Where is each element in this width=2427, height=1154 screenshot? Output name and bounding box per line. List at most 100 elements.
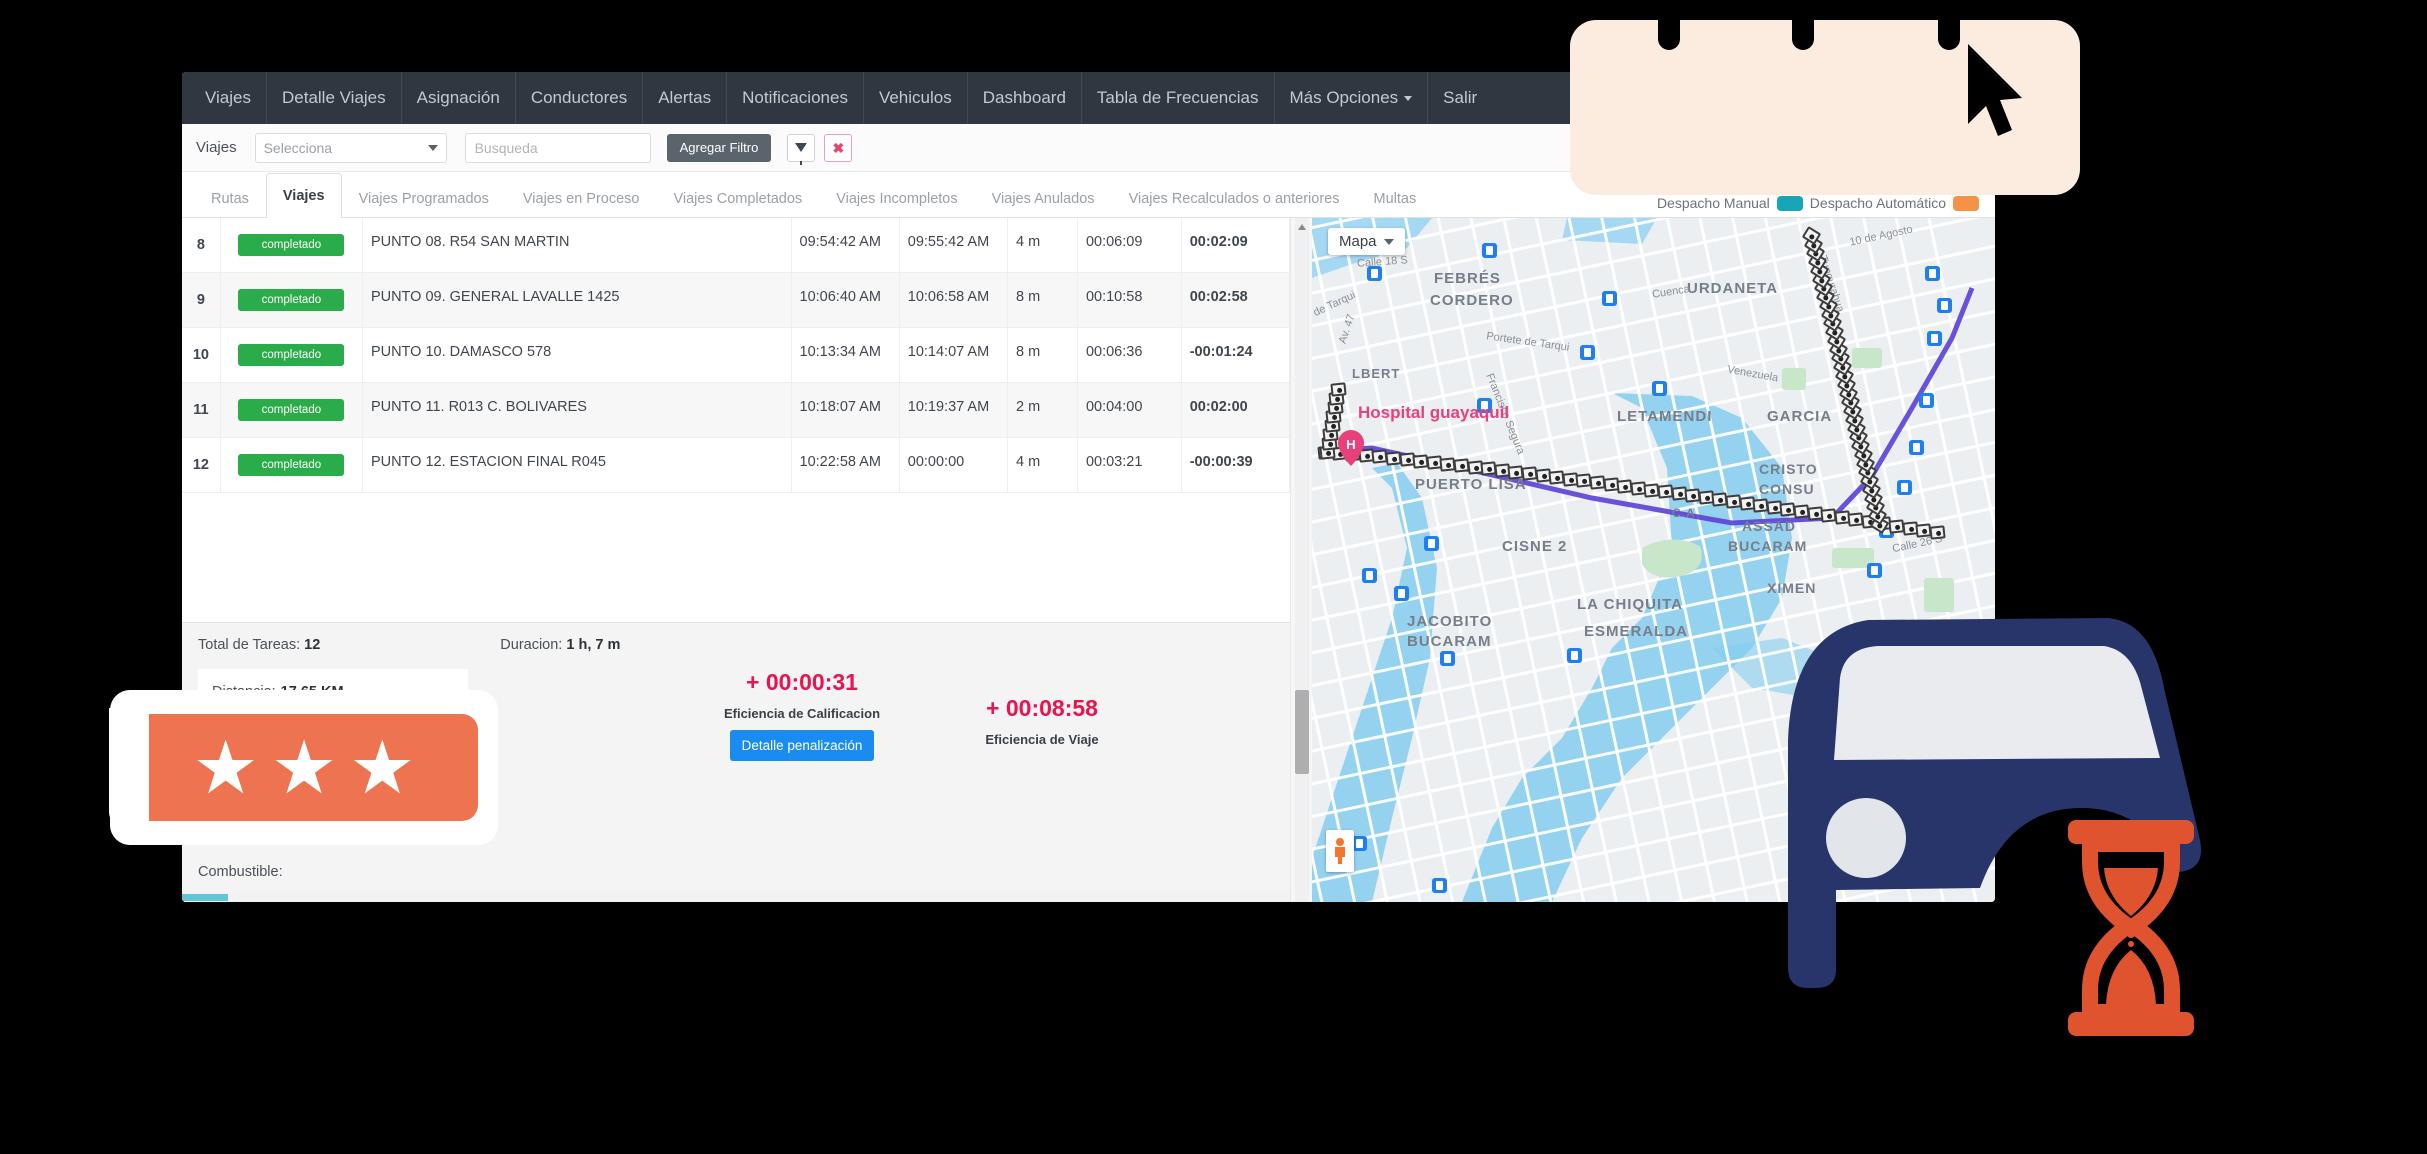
tab-viajes[interactable]: Viajes bbox=[265, 173, 342, 218]
horizontal-scrollbar-thumb[interactable] bbox=[182, 894, 228, 901]
filter-select[interactable]: Selecciona bbox=[254, 132, 447, 163]
table-row[interactable]: 12 completado PUNTO 12. ESTACION FINAL R04… bbox=[182, 437, 1290, 493]
bus-stop-marker-icon[interactable] bbox=[1927, 331, 1942, 346]
rating-efficiency-block: + 00:00:31 Eficiencia de Calificacion De… bbox=[682, 669, 922, 807]
row-minutes: 8 m bbox=[1007, 327, 1078, 383]
nav-item-notificaciones[interactable]: Notificaciones bbox=[726, 72, 863, 124]
bus-vehicle-icon[interactable] bbox=[1329, 382, 1347, 397]
tab-viajes-incompletos[interactable]: Viajes Incompletos bbox=[836, 190, 958, 207]
apply-filter-button[interactable] bbox=[787, 133, 816, 165]
row-index: 9 bbox=[182, 272, 221, 328]
tab-viajes-completados[interactable]: Viajes Completados bbox=[673, 190, 803, 207]
bus-stop-marker-icon[interactable] bbox=[1567, 648, 1582, 663]
table-row[interactable]: 11 completado PUNTO 11. R013 C. BOLIVARES 1… bbox=[182, 382, 1290, 438]
nav-label: Vehiculos bbox=[878, 88, 952, 107]
row-time-departure: 10:06:58 AM bbox=[899, 272, 1009, 328]
bus-stop-marker-icon[interactable] bbox=[1937, 298, 1952, 313]
trips-table-scroll[interactable]: 8 completado PUNTO 08. R54 SAN MARTIN 09:54… bbox=[182, 218, 1290, 622]
vertical-scrollbar[interactable] bbox=[1290, 218, 1312, 902]
total-tasks-value: 12 bbox=[304, 637, 321, 653]
bus-stop-marker-icon[interactable] bbox=[1867, 563, 1882, 578]
nav-item-salir[interactable]: Salir bbox=[1427, 72, 1492, 124]
search-input[interactable]: Busqueda bbox=[464, 132, 651, 163]
rating-efficiency-value: + 00:00:31 bbox=[746, 669, 858, 695]
bus-stop-marker-icon[interactable] bbox=[1424, 536, 1439, 551]
vertical-scrollbar-track[interactable] bbox=[1295, 218, 1309, 902]
bus-stop-marker-icon[interactable] bbox=[1432, 878, 1447, 893]
nav-item-dashboard[interactable]: Dashboard bbox=[966, 72, 1081, 124]
nav-label: Tabla de Frecuencias bbox=[1096, 88, 1259, 107]
tab-viajes-en-proceso[interactable]: Viajes en Proceso bbox=[522, 190, 640, 207]
chevron-down-icon bbox=[427, 144, 438, 151]
nav-item-asignacion[interactable]: Asignación bbox=[400, 72, 515, 124]
add-filter-button[interactable]: Agregar Filtro bbox=[666, 133, 772, 162]
tab-multas[interactable]: Multas bbox=[1373, 190, 1417, 207]
bus-stop-marker-icon[interactable] bbox=[1580, 345, 1595, 360]
row-status-cell: completado bbox=[220, 327, 363, 383]
bus-stop-marker-icon[interactable] bbox=[1352, 836, 1367, 851]
bus-stop-marker-icon[interactable] bbox=[1652, 381, 1667, 396]
legend-manual-swatch bbox=[1776, 195, 1803, 211]
duration-value: 1 h, 7 m bbox=[566, 637, 621, 653]
bus-stop-marker-icon[interactable] bbox=[1367, 266, 1382, 281]
bus-stop-marker-icon[interactable] bbox=[1362, 568, 1377, 583]
row-time-departure: 10:19:37 AM bbox=[899, 382, 1009, 438]
hospital-pin-icon: H bbox=[1338, 430, 1364, 471]
rating-badge: ★ ★ ★ bbox=[109, 690, 498, 845]
bus-stop-marker-icon[interactable] bbox=[1477, 398, 1492, 413]
cursor-arrow-icon bbox=[1960, 40, 2030, 155]
nav-item-vehiculos[interactable]: Vehiculos bbox=[862, 72, 967, 124]
nav-item-conductores[interactable]: Conductores bbox=[514, 72, 642, 124]
row-point-name: PUNTO 10. DAMASCO 578 bbox=[362, 327, 792, 383]
vertical-scrollbar-thumb[interactable] bbox=[1295, 690, 1309, 774]
bus-stop-marker-icon[interactable] bbox=[1925, 266, 1940, 281]
row-point-name: PUNTO 12. ESTACION FINAL R045 bbox=[362, 437, 792, 493]
row-minutes: 4 m bbox=[1007, 437, 1078, 493]
row-efficiency: 00:02:00 bbox=[1181, 382, 1290, 438]
nav-label: Conductores bbox=[530, 88, 628, 107]
car-icon bbox=[1748, 570, 2218, 1015]
table-row[interactable]: 10 completado PUNTO 10. DAMASCO 578 10:13:3… bbox=[182, 327, 1290, 383]
bus-stop-marker-icon[interactable] bbox=[1897, 480, 1912, 495]
trip-efficiency-block: + 00:08:58 Eficiencia de Viaje bbox=[922, 669, 1162, 807]
map-type-label: Mapa bbox=[1339, 233, 1377, 250]
row-efficiency: -00:01:24 bbox=[1181, 327, 1290, 383]
filter-select-value: Selecciona bbox=[263, 139, 333, 156]
row-index: 10 bbox=[182, 327, 221, 383]
row-duration: 00:03:21 bbox=[1077, 437, 1182, 493]
row-minutes: 8 m bbox=[1007, 272, 1078, 328]
legend-auto-label: Despacho Automático bbox=[1809, 195, 1946, 211]
map-type-button[interactable]: Mapa bbox=[1328, 228, 1405, 255]
horizontal-scrollbar[interactable] bbox=[182, 892, 1290, 902]
tab-viajes-recalculados[interactable]: Viajes Recalculados o anteriores bbox=[1128, 190, 1340, 207]
nav-label: Dashboard bbox=[982, 88, 1066, 107]
tab-rutas[interactable]: Rutas bbox=[211, 190, 249, 207]
penalty-detail-button[interactable]: Detalle penalización bbox=[729, 730, 875, 761]
nav-item-mas-opciones[interactable]: Más Opciones bbox=[1273, 72, 1428, 124]
legend-manual-label: Despacho Manual bbox=[1656, 195, 1770, 211]
pegman-icon[interactable] bbox=[1326, 830, 1354, 872]
scroll-up-arrow-icon[interactable] bbox=[1298, 224, 1306, 230]
bus-stop-marker-icon[interactable] bbox=[1602, 291, 1617, 306]
row-status-cell: completado bbox=[220, 382, 363, 438]
legend-auto-swatch bbox=[1953, 195, 1979, 211]
bus-stop-marker-icon[interactable] bbox=[1482, 243, 1497, 258]
nav-item-detalle-viajes[interactable]: Detalle Viajes bbox=[266, 72, 401, 124]
nav-item-viajes[interactable]: Viajes bbox=[190, 72, 266, 124]
row-status-cell: completado bbox=[220, 272, 363, 328]
tab-viajes-anulados[interactable]: Viajes Anulados bbox=[991, 190, 1095, 207]
table-row[interactable]: 9 completado PUNTO 09. GENERAL LAVALLE 142… bbox=[182, 272, 1290, 328]
tab-viajes-programados[interactable]: Viajes Programados bbox=[358, 190, 489, 207]
clear-filter-button[interactable]: ✖ bbox=[824, 133, 853, 162]
bus-vehicle-icon[interactable] bbox=[1929, 525, 1946, 540]
nav-label: Salir bbox=[1443, 88, 1478, 107]
bus-stop-marker-icon[interactable] bbox=[1394, 586, 1409, 601]
bus-stop-marker-icon[interactable] bbox=[1440, 651, 1455, 666]
nav-item-tabla-frecuencias[interactable]: Tabla de Frecuencias bbox=[1080, 72, 1274, 124]
nav-item-alertas[interactable]: Alertas bbox=[642, 72, 726, 124]
bus-stop-marker-icon[interactable] bbox=[1909, 440, 1924, 455]
table-row[interactable]: 8 completado PUNTO 08. R54 SAN MARTIN 09:54… bbox=[182, 218, 1290, 273]
bus-stop-marker-icon[interactable] bbox=[1919, 393, 1934, 408]
row-index: 8 bbox=[182, 218, 221, 273]
